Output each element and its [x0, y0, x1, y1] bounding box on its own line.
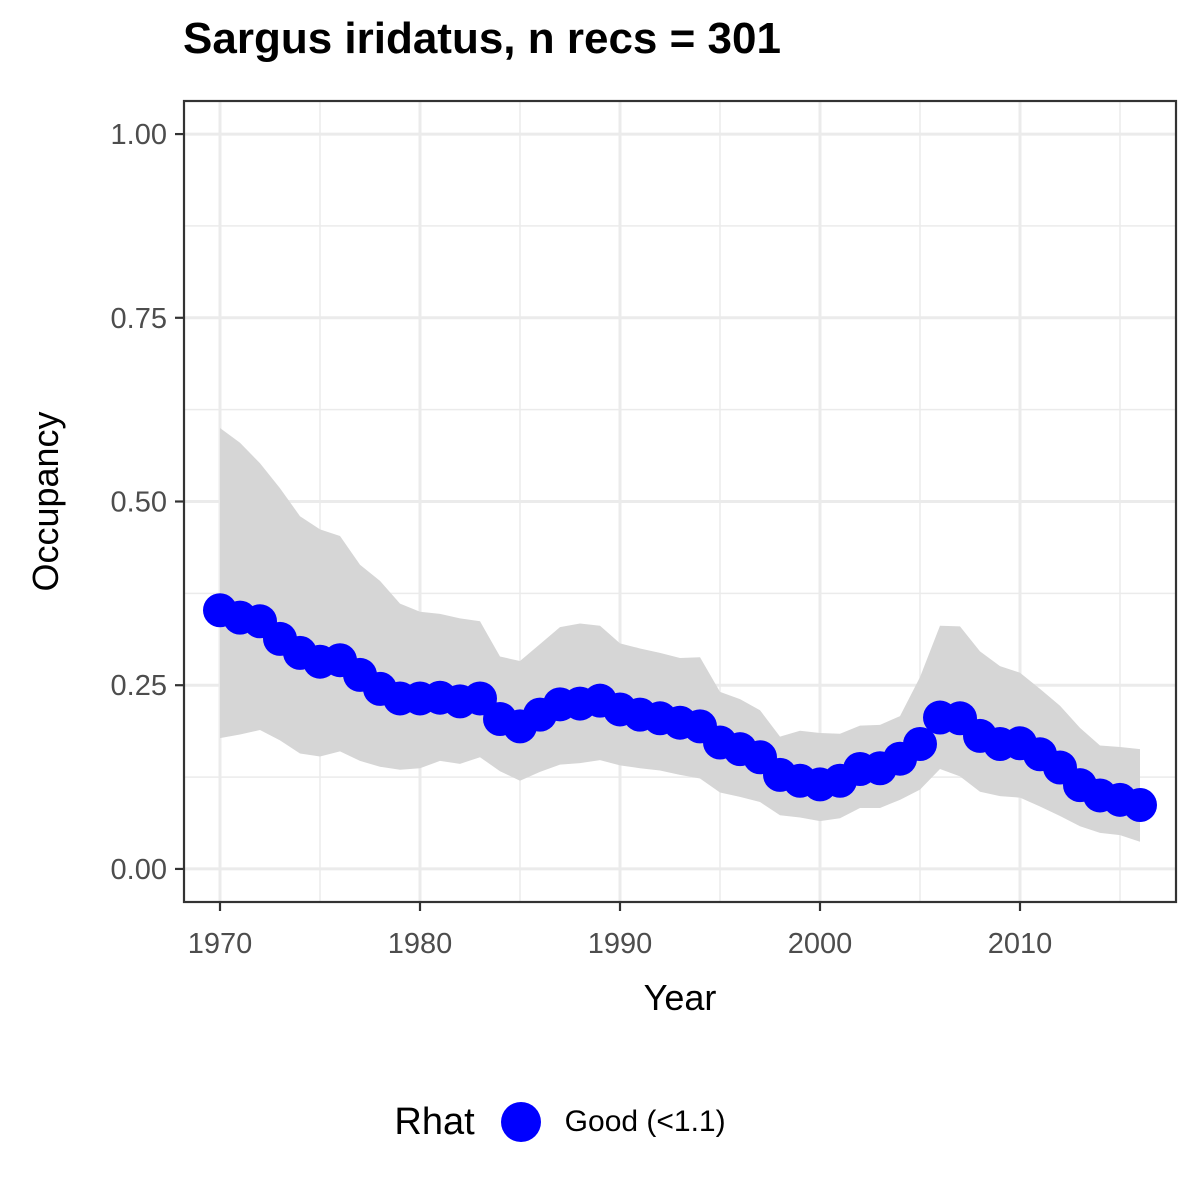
legend: Rhat Good (<1.1) [0, 1092, 1200, 1152]
x-tick-label: 1990 [588, 928, 653, 960]
x-tick-label: 2010 [988, 928, 1053, 960]
confidence-ribbon [220, 428, 1140, 842]
y-tick-label: 0.75 [111, 303, 167, 335]
data-point [1123, 787, 1157, 822]
occupancy-points [203, 593, 1157, 822]
y-tick-label: 0.00 [111, 854, 167, 886]
legend-key-dot [500, 1102, 541, 1142]
x-tick-label: 2000 [788, 928, 853, 960]
x-tick-label: 1970 [188, 928, 253, 960]
x-axis-title: Year [644, 977, 717, 1018]
x-tick-label: 1980 [388, 928, 453, 960]
confidence-ribbon-series-0 [220, 428, 1140, 842]
chart-title: Sargus iridatus, n recs = 301 [183, 14, 781, 63]
y-tick-label: 1.00 [111, 119, 167, 151]
data-point [903, 727, 937, 762]
legend-label: Good (<1.1) [564, 1105, 726, 1138]
axes: 0.00 0.25 0.50 0.75 1.00 1970 1980 1990 2000 2010 [111, 119, 1053, 960]
y-tick-label: 0.25 [111, 670, 167, 702]
y-axis-title: Occupancy [25, 411, 66, 591]
y-tick-label: 0.50 [111, 487, 167, 519]
legend-title: Rhat [394, 1100, 475, 1143]
